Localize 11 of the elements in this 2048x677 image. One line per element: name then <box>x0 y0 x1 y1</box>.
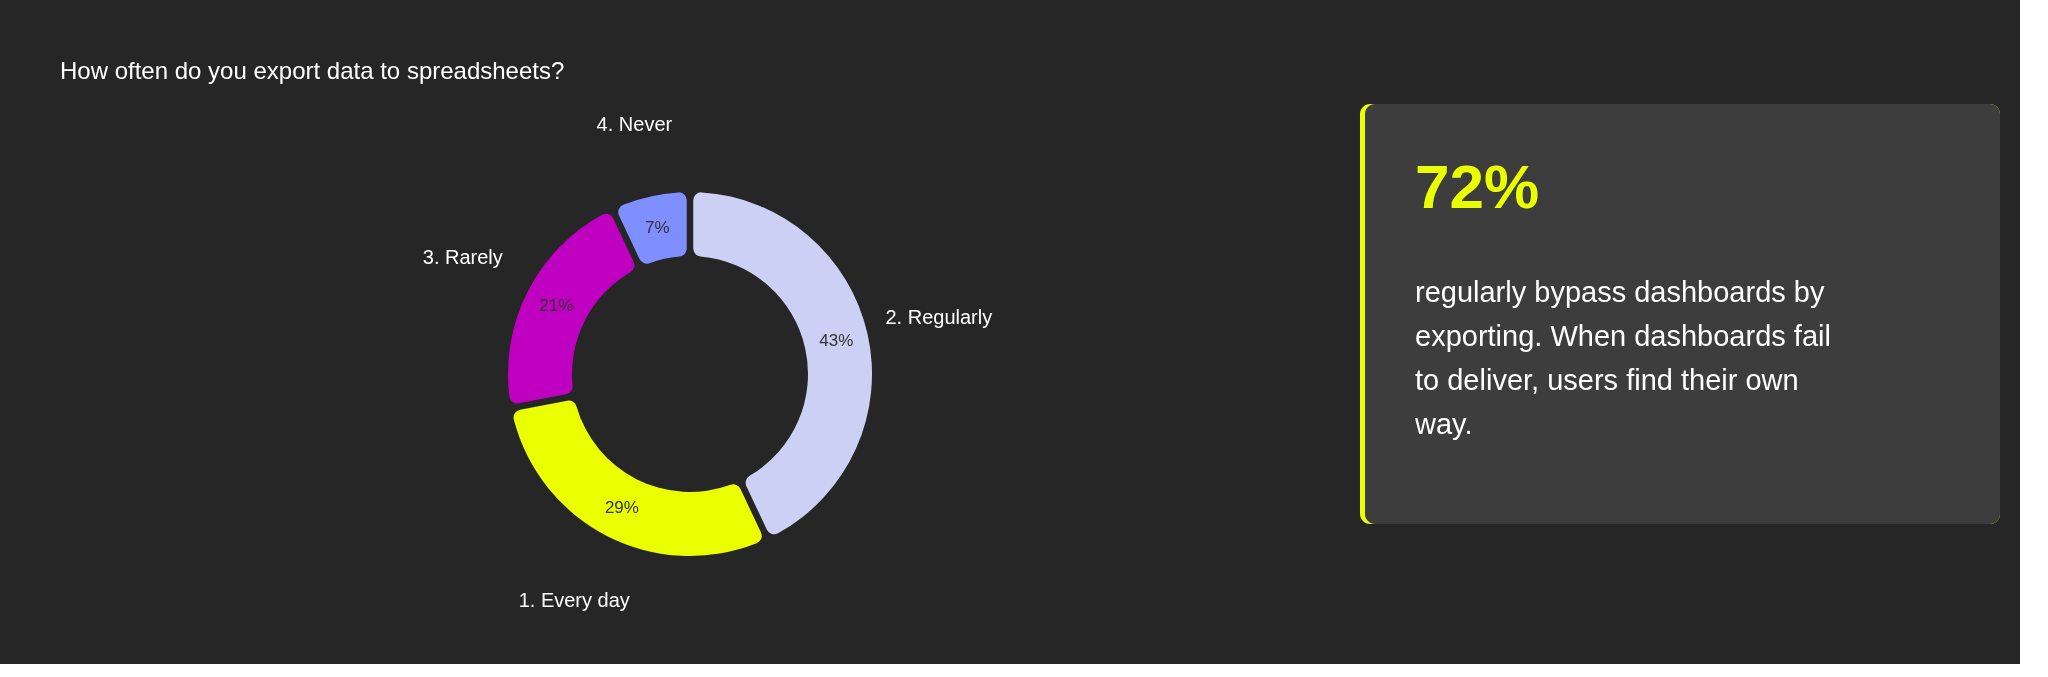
text: regularly bypass dashboards by exporting. When dashboards fail to deliver, users find their own way. <box>1414 276 1831 440</box>
slice-label: 1. Every day <box>518 589 630 612</box>
data-label: 21% <box>539 295 574 315</box>
data-label: 43% <box>819 331 854 351</box>
slice-label: 4. Never <box>596 113 673 136</box>
chart-title: How often do you export data to spreadsheets? <box>60 57 565 84</box>
slice-label: 2. Regularly <box>885 306 993 329</box>
slice-label: 3. Rarely <box>422 246 503 269</box>
text: 72% <box>1415 152 1540 221</box>
data-label: 7% <box>644 217 670 237</box>
data-label: 29% <box>604 497 639 517</box>
